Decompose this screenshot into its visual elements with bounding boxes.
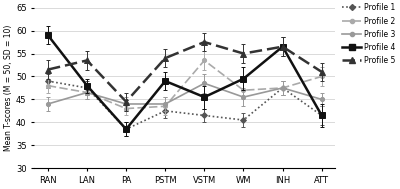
Legend: Profile 1, Profile 2, Profile 3, Profile 4, Profile 5: Profile 1, Profile 2, Profile 3, Profile…: [342, 3, 396, 65]
Y-axis label: Mean T-scores (M = 50, SD = 10): Mean T-scores (M = 50, SD = 10): [4, 25, 13, 151]
